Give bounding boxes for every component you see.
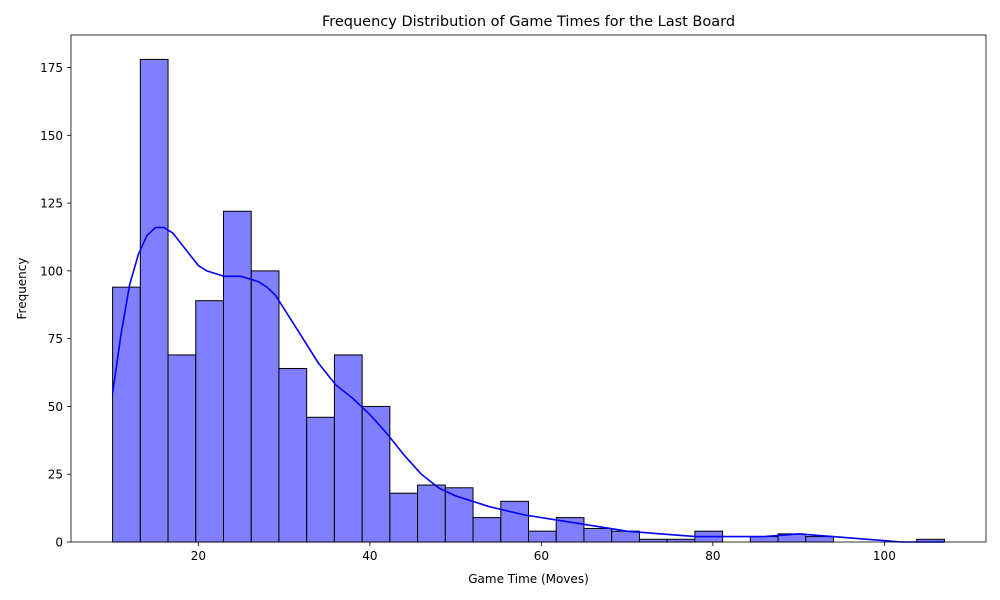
x-tick-label: 40 [362, 549, 377, 563]
histogram-bar [583, 527, 613, 543]
histogram-bar [195, 300, 224, 543]
x-axis-label: Game Time (Moves) [468, 572, 589, 586]
bars-layer [112, 58, 945, 543]
histogram-bar [139, 58, 169, 543]
histogram-bar [361, 405, 391, 543]
histogram-bar [472, 517, 502, 543]
x-tick-label: 80 [705, 549, 720, 563]
histogram-bar [611, 530, 640, 543]
histogram-bar [112, 286, 141, 543]
histogram-bar [417, 484, 446, 543]
y-tick-label: 175 [40, 61, 63, 75]
histogram-bar [222, 210, 252, 543]
y-tick-label: 25 [48, 468, 63, 482]
y-tick-label: 100 [40, 264, 63, 278]
y-tick-label: 0 [55, 536, 63, 550]
histogram-bar [250, 270, 280, 543]
histogram-bar [444, 487, 474, 543]
x-tick-label: 60 [534, 549, 549, 563]
plot-frame [70, 34, 987, 543]
y-tick-label: 150 [40, 129, 63, 143]
x-tick-label: 20 [191, 549, 206, 563]
histogram-bar [389, 492, 419, 543]
histogram-bar [333, 354, 363, 543]
histogram-bar [500, 500, 529, 543]
histogram-bar [167, 354, 197, 543]
axes-layer: 20 40 60 80 100 0 25 50 75 100 125 150 175 [40, 61, 896, 563]
histogram-bar [528, 530, 557, 543]
y-tick-label: 75 [48, 332, 63, 346]
y-tick-label: 125 [40, 197, 63, 211]
histogram-bar [666, 538, 696, 543]
x-tick-label: 100 [873, 549, 896, 563]
y-tick-label: 50 [48, 400, 63, 414]
y-axis-label: Frequency [15, 258, 29, 320]
histogram-bar [306, 416, 335, 543]
kde-line [111, 226, 945, 543]
histogram-bar [805, 536, 835, 543]
histogram-bar [278, 367, 308, 543]
chart-title: Frequency Distribution of Game Times for… [322, 14, 735, 30]
histogram-bar [638, 538, 668, 543]
